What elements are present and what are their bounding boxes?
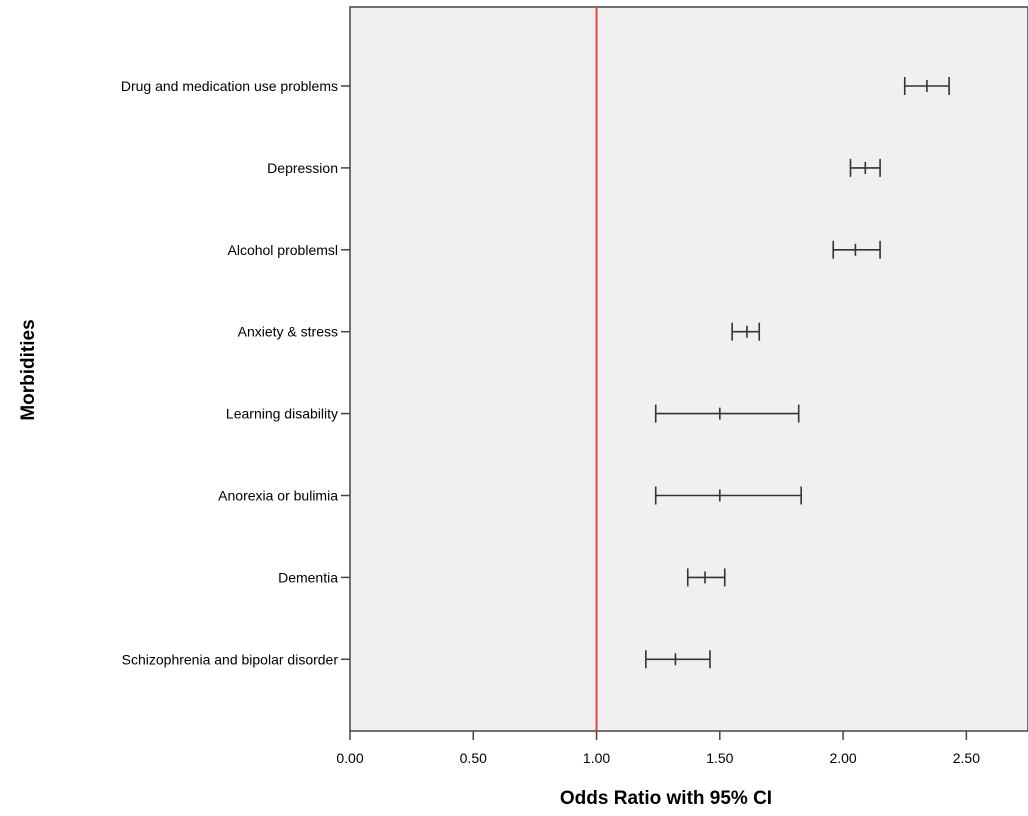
y-tick-label: Dementia xyxy=(278,569,338,585)
ci-bar xyxy=(645,650,711,669)
ci-bar xyxy=(654,404,800,423)
y-tick-label: Drug and medication use problems xyxy=(121,78,338,94)
y-tick-label: Anorexia or bulimia xyxy=(218,488,338,504)
ci-bar xyxy=(849,158,881,177)
x-tick-label: 2.00 xyxy=(829,750,856,766)
ci-bar xyxy=(731,322,761,341)
plot-area xyxy=(349,6,1028,732)
x-axis: 0.00 0.50 1.00 1.50 2.00 2.50 xyxy=(336,731,980,766)
x-tick-label: 0.50 xyxy=(460,750,487,766)
y-tick-label: Schizophrenia and bipolar disorder xyxy=(122,651,339,667)
ci-bar xyxy=(832,240,881,259)
x-tick-label: 1.50 xyxy=(706,750,733,766)
confidence-intervals xyxy=(645,77,950,669)
ci-bar xyxy=(654,486,802,505)
y-axis: Drug and medication use problems Depressi… xyxy=(121,78,350,667)
ci-bar xyxy=(686,568,726,587)
y-tick-label: Alcohol problemsl xyxy=(228,242,339,258)
y-axis-title: Morbidities xyxy=(18,319,39,420)
y-tick-label: Depression xyxy=(267,160,338,176)
y-tick-label: Anxiety & stress xyxy=(238,324,338,340)
x-tick-label: 0.00 xyxy=(336,750,363,766)
ci-bar xyxy=(903,77,950,95)
x-tick-label: 2.50 xyxy=(953,750,980,766)
x-axis-title: Odds Ratio with 95% CI xyxy=(560,788,772,809)
y-tick-label: Learning disability xyxy=(226,406,338,422)
x-tick-label: 1.00 xyxy=(583,750,610,766)
